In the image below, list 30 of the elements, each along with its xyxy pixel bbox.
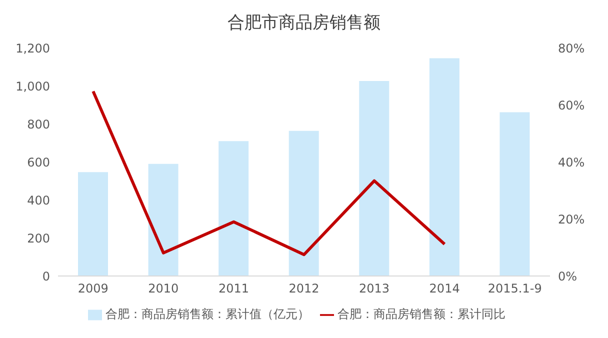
bar [429,58,460,276]
y-tick-label: 200 [27,231,50,246]
y2-tick-label: 40% [558,155,585,170]
y-tick-label: 1,200 [16,41,50,56]
y2-tick-label: 60% [558,98,585,112]
legend-label: 合肥：商品房销售额：累计值（亿元） [106,307,310,321]
y2-tick-label: 20% [558,212,585,226]
x-tick-label: 2012 [288,282,320,296]
x-tick-label: 2013 [359,282,390,296]
bar [500,112,530,276]
legend-label: 合肥：商品房销售额：累计同比 [338,307,506,321]
y2-tick-label: 80% [558,41,585,56]
y-tick-label: 600 [27,155,50,170]
bar [148,164,178,276]
y2-tick-label: 0% [558,269,578,284]
bar [288,130,319,276]
bar [359,81,390,276]
bar [78,172,108,276]
line-series [92,90,446,256]
x-tick-label: 2010 [148,282,179,296]
y-tick-label: 800 [27,117,50,132]
x-tick-label: 2014 [429,282,460,296]
bar [218,141,249,276]
x-tick-label: 2009 [78,282,108,296]
chart-title: 合肥市商品房销售额 [226,12,382,35]
x-tick-label: 2011 [218,282,249,296]
y-tick-label: 1,000 [16,79,50,94]
y-tick-label: 0 [42,269,50,284]
y-tick-label: 400 [27,193,50,208]
x-tick-label: 2015.1-9 [488,282,542,296]
